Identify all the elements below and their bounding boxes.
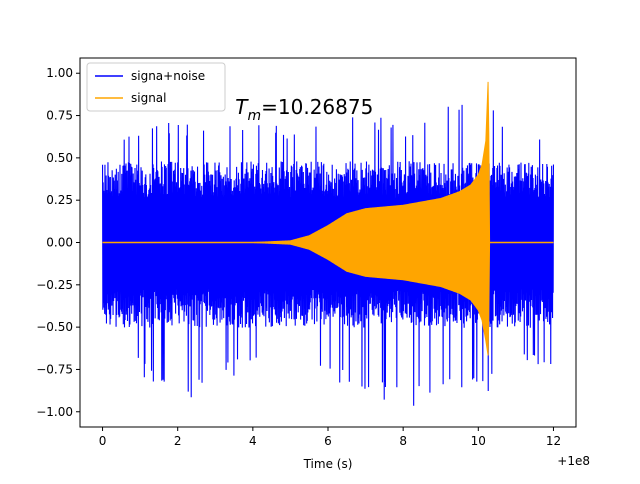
y-tick-label: 0.25 <box>46 193 73 207</box>
y-tick-label: −0.25 <box>36 278 73 292</box>
y-tick-label: −0.50 <box>36 320 73 334</box>
y-tick-label: −1.00 <box>36 405 73 419</box>
tm-annotation-subscript: m <box>247 108 261 124</box>
x-axis-label: Time (s) <box>303 457 353 471</box>
x-tick-label: 12 <box>546 434 561 448</box>
series-signa-noise-line <box>102 104 554 406</box>
plot-area <box>102 81 554 406</box>
legend-entry-label: signal <box>131 91 167 105</box>
y-tick-label: 0.50 <box>46 151 73 165</box>
x-tick-label: 10 <box>471 434 486 448</box>
tm-annotation-value: =10.26875 <box>261 95 373 119</box>
x-tick-label: 6 <box>324 434 332 448</box>
y-tick-label: 0.75 <box>46 109 73 123</box>
tm-annotation-symbol: T <box>235 95 249 119</box>
x-tick-label: 2 <box>174 434 182 448</box>
y-tick-label: −0.75 <box>36 362 73 376</box>
y-tick-label: 0.00 <box>46 236 73 250</box>
x-tick-label: 0 <box>99 434 107 448</box>
x-axis: 0 2 4 6 8 10 12 <box>99 427 561 448</box>
y-axis: −1.00 −0.75 −0.50 −0.25 0.00 0.25 0.50 0.75 1.00 <box>36 66 80 419</box>
legend-box <box>86 62 226 112</box>
x-tick-label: 4 <box>249 434 257 448</box>
x-axis-offset-label: +1e8 <box>557 454 590 468</box>
x-tick-label: 8 <box>399 434 407 448</box>
legend-entry-label: signa+noise <box>131 69 205 83</box>
y-tick-label: 1.00 <box>46 66 73 80</box>
tm-annotation: Tm=10.26875 <box>235 95 373 124</box>
legend: signa+noise signal <box>86 62 226 112</box>
